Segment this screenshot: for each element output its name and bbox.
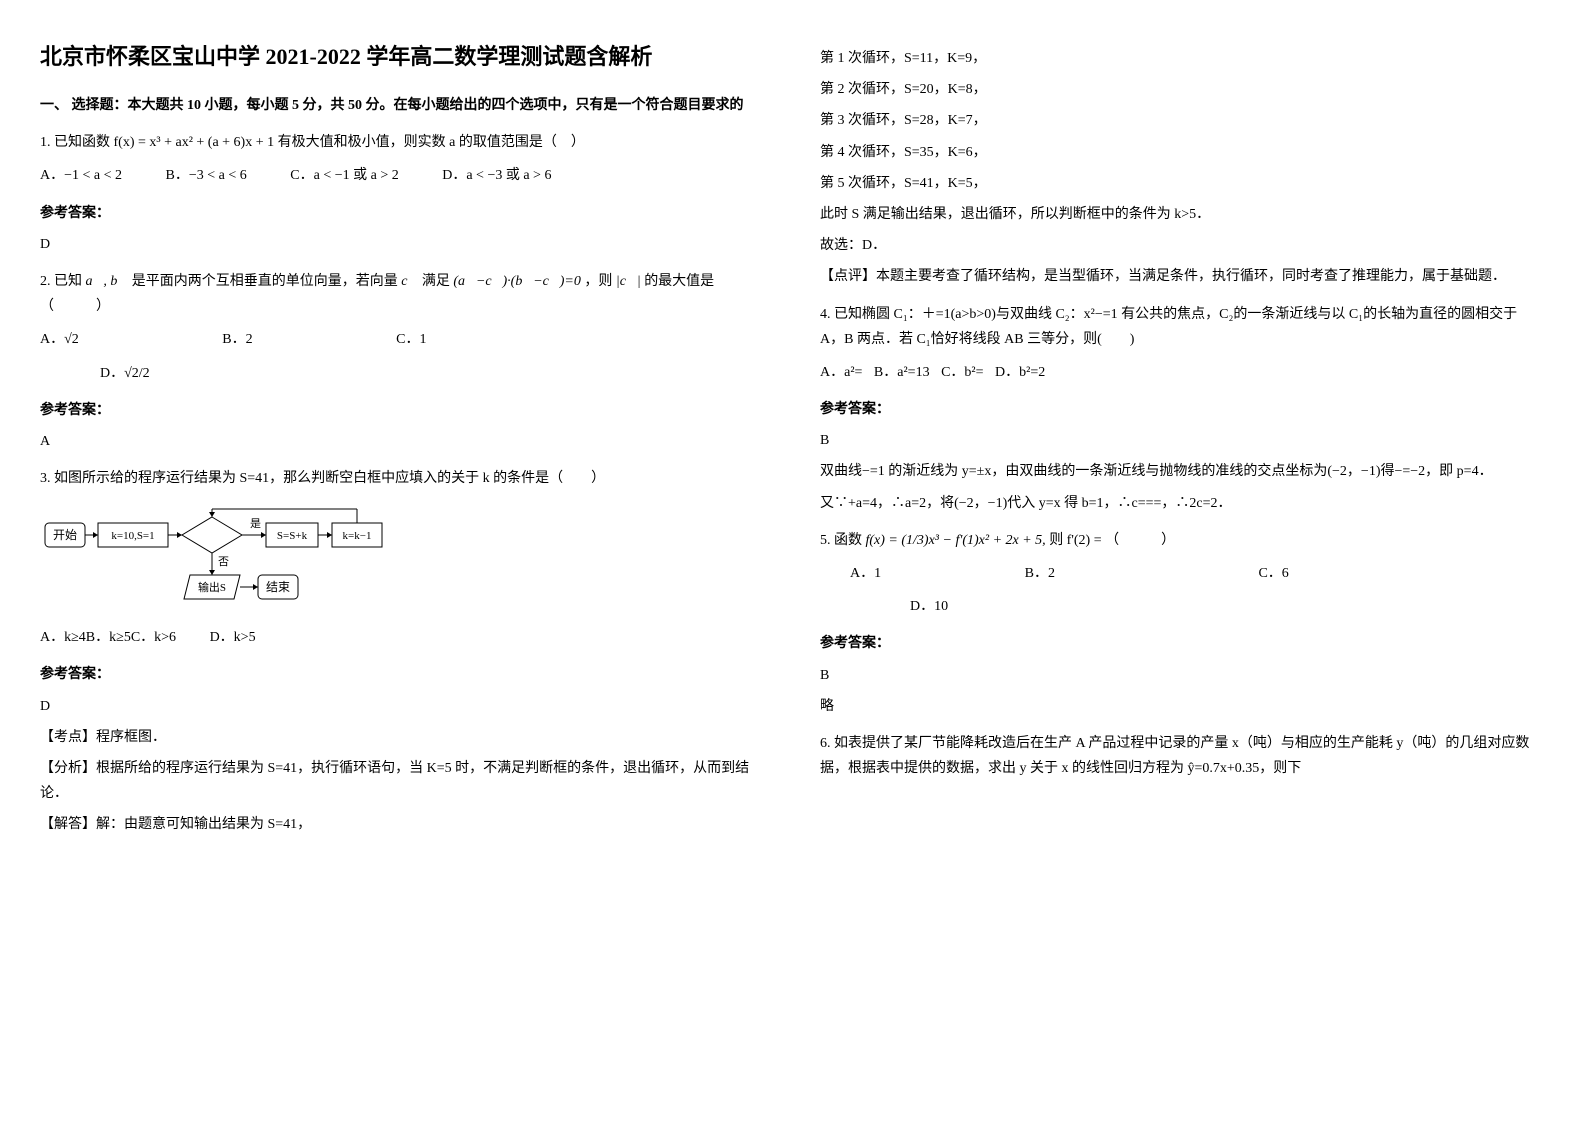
loop-4: 第 4 次循环，S=35，K=6，	[820, 140, 1540, 165]
loop-1: 第 1 次循环，S=11，K=9，	[820, 46, 1540, 71]
q4-opt-a: A．a²=	[820, 365, 862, 380]
q5-formula: f(x) = (1/3)x³ − f'(1)x² + 2x + 5,	[866, 533, 1046, 548]
q3-comment: 【点评】本题主要考查了循环结构，是当型循环，当满足条件，执行循环，同时考查了推理…	[820, 264, 1540, 289]
fc-init: k=10,S=1	[111, 530, 154, 542]
q5-opt-d: D．10	[910, 594, 948, 619]
q4-explain-1: 双曲线−=1 的渐近线为 y=±x，由双曲线的一条渐近线与抛物线的准线的交点坐标…	[820, 459, 1540, 484]
right-column: 第 1 次循环，S=11，K=9， 第 2 次循环，S=20，K=8， 第 3 …	[820, 40, 1540, 850]
question-2: 2. 已知 a⃗, b⃗ 是平面内两个互相垂直的单位向量，若向量 c⃗ 满足 (…	[40, 269, 760, 454]
q3-opt-a: A．k≥4	[40, 630, 86, 645]
q1-opt-a: A．−1 < a < 2	[40, 163, 122, 188]
flowchart-diagram: 开始 k=10,S=1 是 S=S+k	[40, 503, 760, 613]
fc-no: 否	[218, 556, 229, 568]
q4-explain-2: 又∵+a=4，∴a=2，将(−2，−1)代入 y=x 得 b=1，∴c===，∴…	[820, 491, 1540, 516]
q3-tag-2: 【分析】根据所给的程序运行结果为 S=41，执行循环语句，当 K=5 时，不满足…	[40, 756, 760, 806]
q5-answer-label: 参考答案：	[820, 631, 1540, 656]
q4-text: 4. 已知椭圆 C₁：＋=1(a>b>0)与双曲线 C₂：x²−=1 有公共的焦…	[820, 302, 1540, 352]
q2-opt-b: B．2	[222, 327, 252, 352]
q5-note: 略	[820, 694, 1540, 719]
loop-3: 第 3 次循环，S=28，K=7，	[820, 108, 1540, 133]
q1-opt-c: C．a < −1 或 a > 2	[290, 163, 398, 188]
section-1-header: 一、 选择题：本大题共 10 小题，每小题 5 分，共 50 分。在每小题给出的…	[40, 93, 760, 118]
q5-text: 5. 函数 f(x) = (1/3)x³ − f'(1)x² + 2x + 5,…	[820, 528, 1540, 553]
q1-answer-label: 参考答案：	[40, 201, 760, 226]
q2-opt-c: C．1	[396, 327, 426, 352]
q2-opt-d: D．√2/2	[100, 361, 150, 386]
q2-options: A．√2 B．2 C．1	[40, 327, 760, 352]
q5-opt-b: B．2	[1025, 561, 1055, 586]
fc-dec: k=k−1	[343, 530, 372, 542]
vector-c: c⃗	[401, 274, 422, 289]
fc-yes: 是	[250, 517, 261, 530]
dot-product: (a⃗−c⃗)·(b⃗−c⃗)=0	[453, 274, 584, 289]
q2-text: 2. 已知 a⃗, b⃗ 是平面内两个互相垂直的单位向量，若向量 c⃗ 满足 (…	[40, 269, 760, 319]
q1-options: A．−1 < a < 2 B．−3 < a < 6 C．a < −1 或 a >…	[40, 163, 760, 188]
q1-answer: D	[40, 232, 760, 257]
q5-opt-a: A．1	[850, 561, 881, 586]
q4-answer: B	[820, 428, 1540, 453]
q1-text: 1. 已知函数 f(x) = x³ + ax² + (a + 6)x + 1 有…	[40, 130, 760, 155]
loop-end: 此时 S 满足输出结果，退出循环，所以判断框中的条件为 k>5．	[820, 202, 1540, 227]
question-5: 5. 函数 f(x) = (1/3)x³ − f'(1)x² + 2x + 5,…	[820, 528, 1540, 719]
q4-opt-c: C．b²=	[941, 365, 983, 380]
q3-tag-3: 【解答】解：由题意可知输出结果为 S=41，	[40, 812, 760, 837]
question-3: 3. 如图所示给的程序运行结果为 S=41，那么判断空白框中应填入的关于 k 的…	[40, 466, 760, 838]
q2-options-2: D．√2/2	[40, 361, 760, 386]
select-d: 故选：D．	[820, 233, 1540, 258]
loop-5: 第 5 次循环，S=41，K=5，	[820, 171, 1540, 196]
q2-answer-label: 参考答案：	[40, 398, 760, 423]
left-column: 北京市怀柔区宝山中学 2021-2022 学年高二数学理测试题含解析 一、 选择…	[40, 40, 760, 850]
q3-tag-1: 【考点】程序框图．	[40, 725, 760, 750]
q1-opt-b: B．−3 < a < 6	[166, 163, 247, 188]
loop-2: 第 2 次循环，S=20，K=8，	[820, 77, 1540, 102]
q5-opt-c: C．6	[1258, 561, 1288, 586]
q3-opt-d: D．k>5	[210, 630, 256, 645]
question-4: 4. 已知椭圆 C₁：＋=1(a>b>0)与双曲线 C₂：x²−=1 有公共的焦…	[820, 302, 1540, 516]
fc-end: 结束	[266, 580, 290, 594]
fc-start: 开始	[53, 528, 77, 542]
q5-options-2: D．10	[820, 594, 1540, 619]
q4-options: A．a²= B．a²=13 C．b²= D．b²=2	[820, 360, 1540, 385]
q3-text: 3. 如图所示给的程序运行结果为 S=41，那么判断空白框中应填入的关于 k 的…	[40, 466, 760, 491]
q5-answer: B	[820, 663, 1540, 688]
q4-opt-d: D．b²=2	[995, 365, 1045, 380]
question-6: 6. 如表提供了某厂节能降耗改造后在生产 A 产品过程中记录的产量 x（吨）与相…	[820, 731, 1540, 781]
q3-opt-b: B．k≥5	[86, 630, 131, 645]
q3-answer-label: 参考答案：	[40, 662, 760, 687]
mag-c: |c⃗|	[616, 274, 644, 289]
q4-answer-label: 参考答案：	[820, 397, 1540, 422]
q1-opt-d: D．a < −3 或 a > 6	[442, 163, 551, 188]
flowchart-svg: 开始 k=10,S=1 是 S=S+k	[40, 503, 400, 613]
fc-output: 输出S	[198, 580, 226, 594]
q2-opt-a: A．√2	[40, 327, 79, 352]
q4-opt-b: B．a²=13	[874, 365, 930, 380]
question-1: 1. 已知函数 f(x) = x³ + ax² + (a + 6)x + 1 有…	[40, 130, 760, 257]
q2-answer: A	[40, 429, 760, 454]
q3-options: A．k≥4B．k≥5C．k>6 D．k>5	[40, 625, 760, 650]
q3-opt-c: C．k>6	[131, 630, 176, 645]
fc-update: S=S+k	[277, 530, 308, 542]
document-title: 北京市怀柔区宝山中学 2021-2022 学年高二数学理测试题含解析	[40, 40, 760, 73]
vector-ab: a⃗, b⃗	[86, 274, 132, 289]
q6-text: 6. 如表提供了某厂节能降耗改造后在生产 A 产品过程中记录的产量 x（吨）与相…	[820, 731, 1540, 781]
q5-options: A．1 B．2 C．6	[820, 561, 1540, 586]
q3-answer: D	[40, 694, 760, 719]
